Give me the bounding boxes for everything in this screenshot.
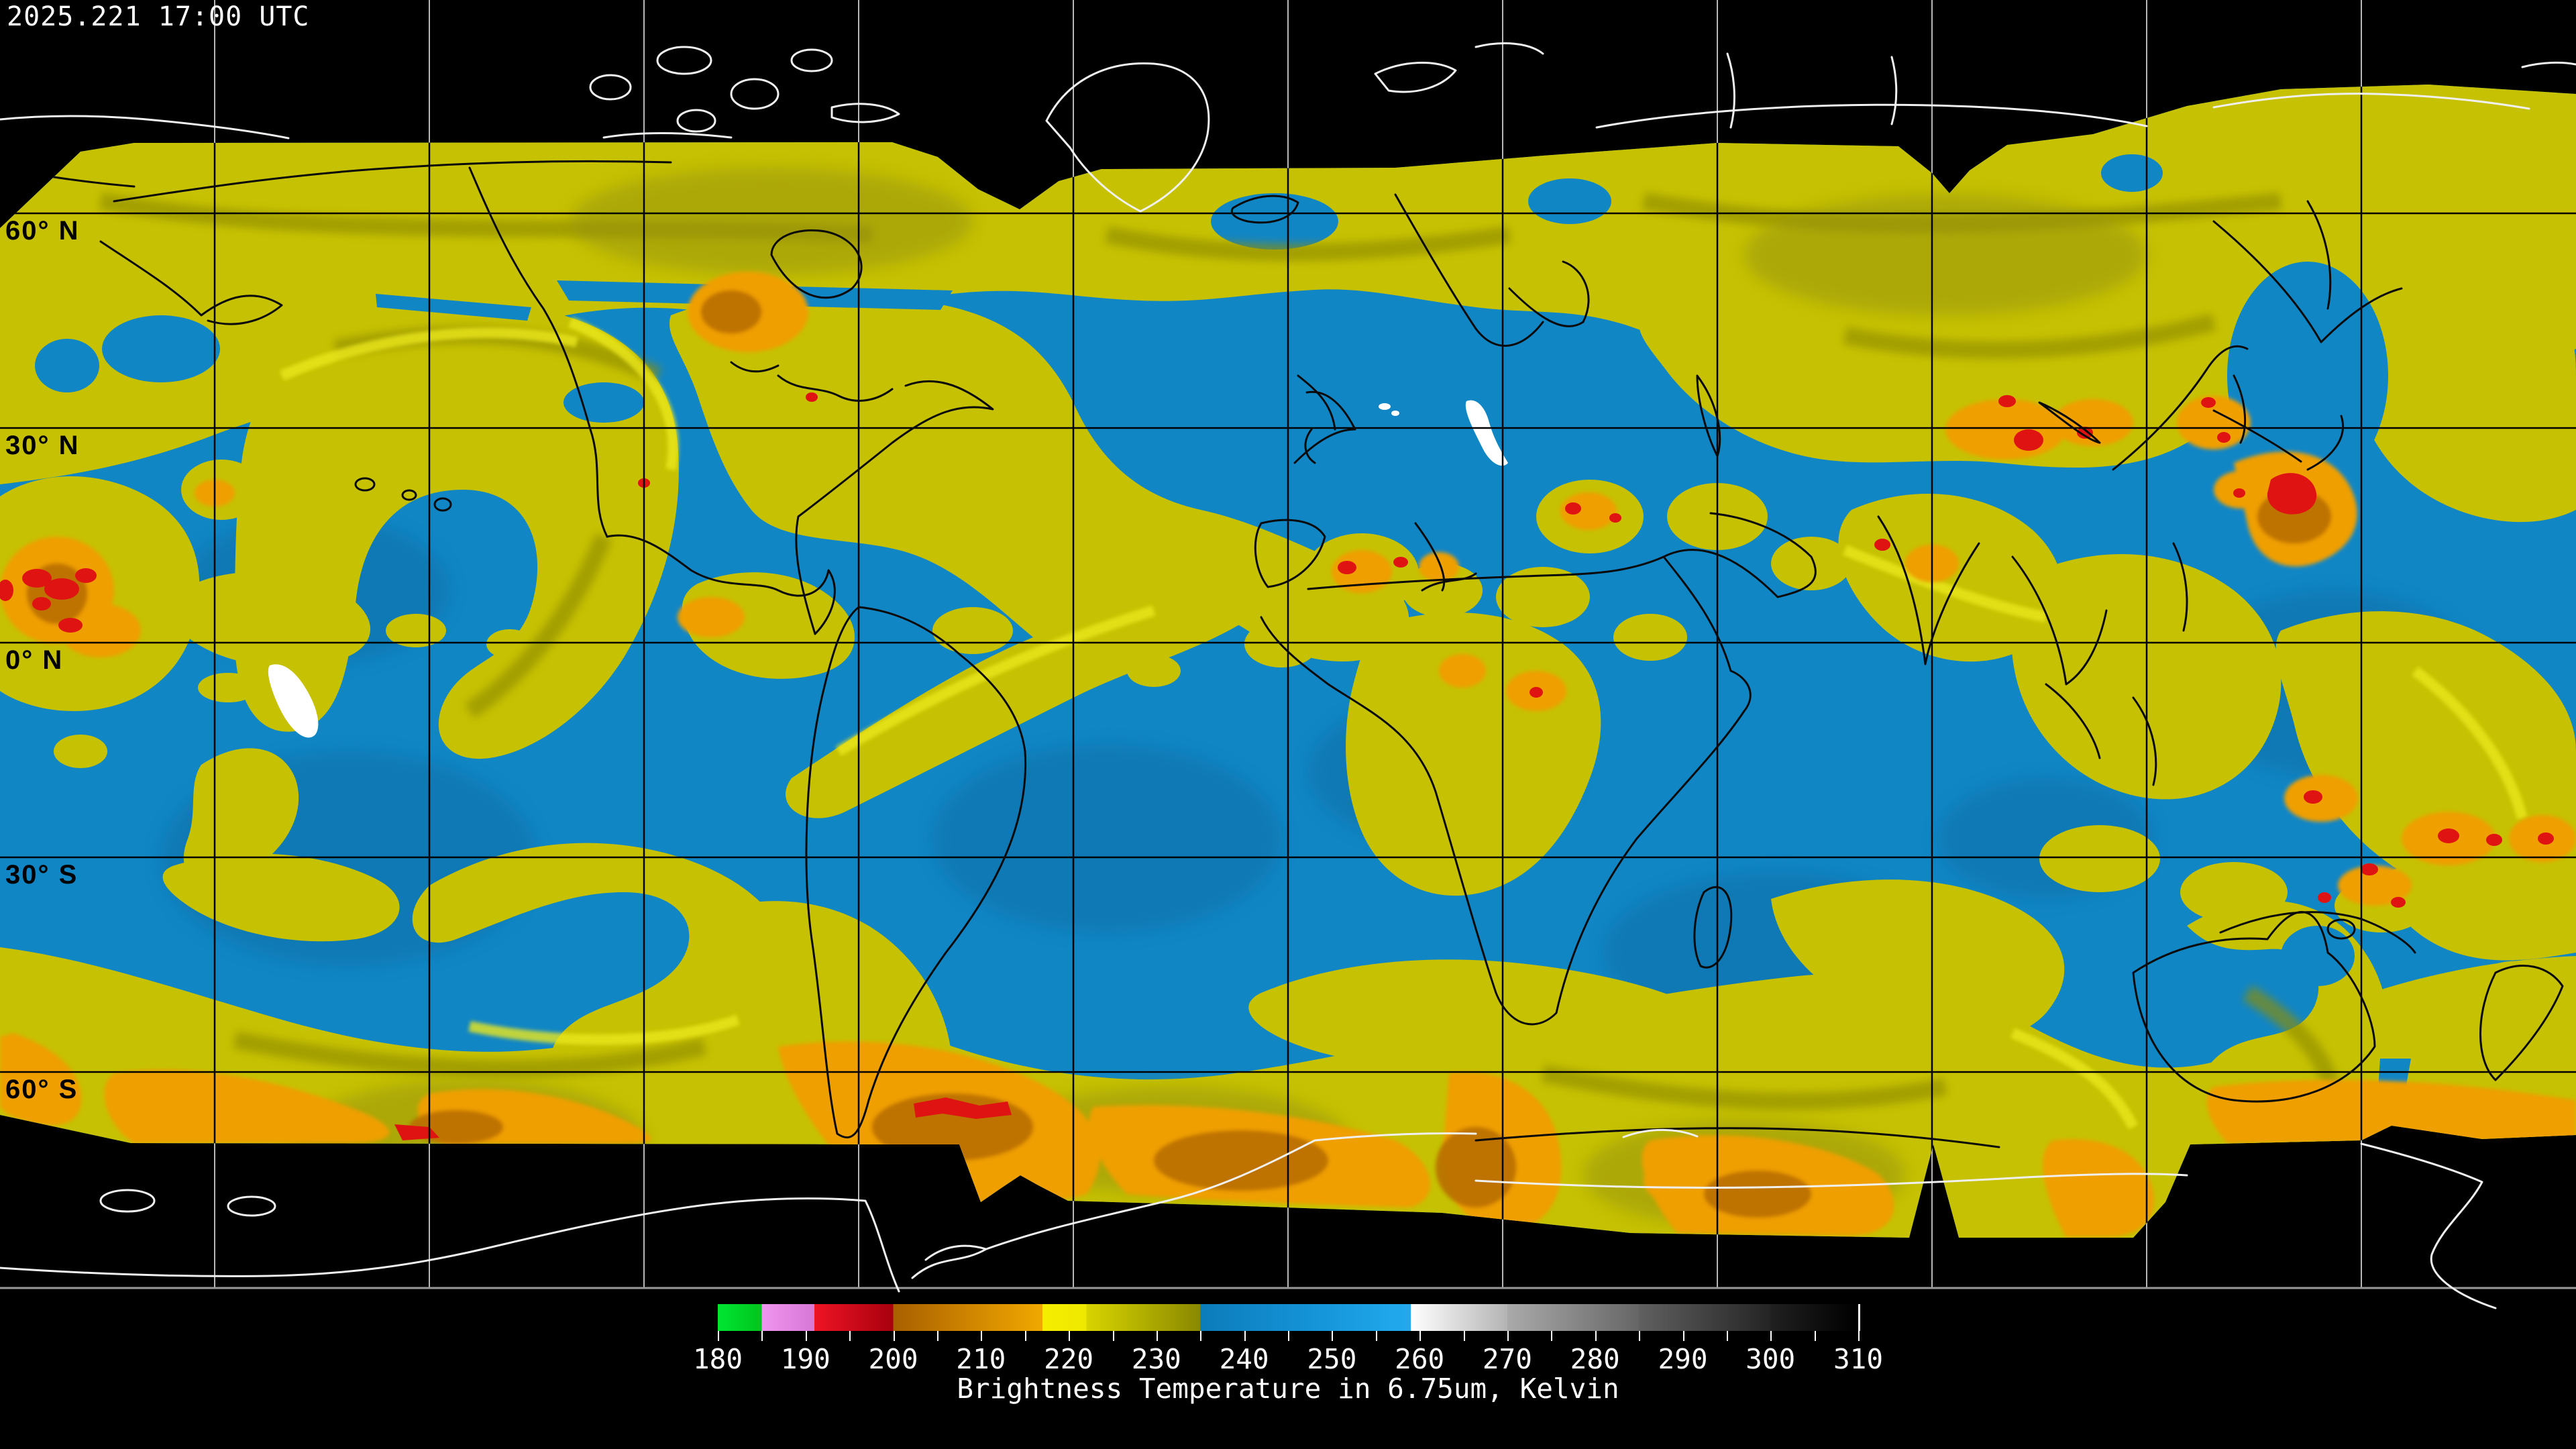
colorbar-tick <box>1726 1331 1728 1341</box>
colorbar-tick-label: 230 <box>1131 1343 1181 1375</box>
colorbar-tick <box>1200 1331 1202 1341</box>
colorbar-tick <box>761 1331 763 1341</box>
colorbar-tick-label: 190 <box>780 1343 830 1375</box>
colorbar-tick <box>1682 1331 1684 1341</box>
colorbar-tick-label: 220 <box>1044 1343 1094 1375</box>
colorbar-gradient-bar <box>718 1304 1860 1331</box>
colorbar-tick-label: 260 <box>1395 1343 1445 1375</box>
colorbar-tick <box>1463 1331 1465 1341</box>
colorbar-tick <box>1814 1331 1816 1341</box>
colorbar-tick <box>1332 1331 1334 1341</box>
latitude-label-0n: 0° N <box>5 645 64 675</box>
colorbar-caption: Brightness Temperature in 6.75um, Kelvin <box>957 1373 1619 1405</box>
latitude-label-30n: 30° N <box>5 431 80 460</box>
colorbar-tick-label: 200 <box>868 1343 918 1375</box>
colorbar-tick-label: 270 <box>1482 1343 1532 1375</box>
coastlines-over-void <box>0 42 2576 1309</box>
graticule-data <box>0 85 2576 1238</box>
colorbar-tick <box>849 1331 851 1341</box>
latitude-label-30s: 30° S <box>5 860 78 890</box>
latitude-label-60s: 60° S <box>5 1075 78 1104</box>
colorbar-tick <box>1639 1331 1641 1341</box>
colorbar-tick-label: 280 <box>1570 1343 1620 1375</box>
colorbar-tick-label: 240 <box>1219 1343 1269 1375</box>
warm-clear-white <box>268 400 1508 738</box>
colorbar-tick-label: 250 <box>1307 1343 1357 1375</box>
colorbar-tick-label: 300 <box>1746 1343 1796 1375</box>
colorbar-tick <box>1551 1331 1553 1341</box>
latitude-label-60n: 60° N <box>5 216 80 246</box>
colorbar: 180 190 200 210 220 230 240 250 260 270 280 290 300 3… <box>693 1304 1883 1402</box>
colorbar-tick <box>805 1331 807 1341</box>
colorbar-tick <box>1069 1331 1071 1341</box>
colorbar-tick-label: 180 <box>692 1343 743 1375</box>
colorbar-tick <box>1156 1331 1158 1341</box>
colorbar-tick <box>1770 1331 1772 1341</box>
colorbar-tick <box>1595 1331 1597 1341</box>
timestamp-label: 2025.221 17:00 UTC <box>7 1 310 32</box>
colorbar-tick <box>1024 1331 1026 1341</box>
colorbar-tick-label: 210 <box>956 1343 1006 1375</box>
coastlines-over-data <box>0 160 2564 1148</box>
colorbar-tick <box>1858 1331 1860 1341</box>
colorbar-tick <box>893 1331 895 1341</box>
colorbar-tick <box>1507 1331 1509 1341</box>
colorbar-tick <box>1112 1331 1114 1341</box>
colorbar-tick <box>1288 1331 1289 1341</box>
colorbar-tick <box>936 1331 938 1341</box>
colorbar-tick-label: 310 <box>1833 1343 1884 1375</box>
colorbar-tick <box>1375 1331 1377 1341</box>
colorbar-tick <box>1419 1331 1421 1341</box>
deep-convection-red <box>0 392 2554 1140</box>
colorbar-tick <box>981 1331 983 1341</box>
colorbar-tick <box>718 1331 719 1341</box>
colorbar-tick-label: 290 <box>1658 1343 1708 1375</box>
colorbar-tick <box>1244 1331 1246 1341</box>
